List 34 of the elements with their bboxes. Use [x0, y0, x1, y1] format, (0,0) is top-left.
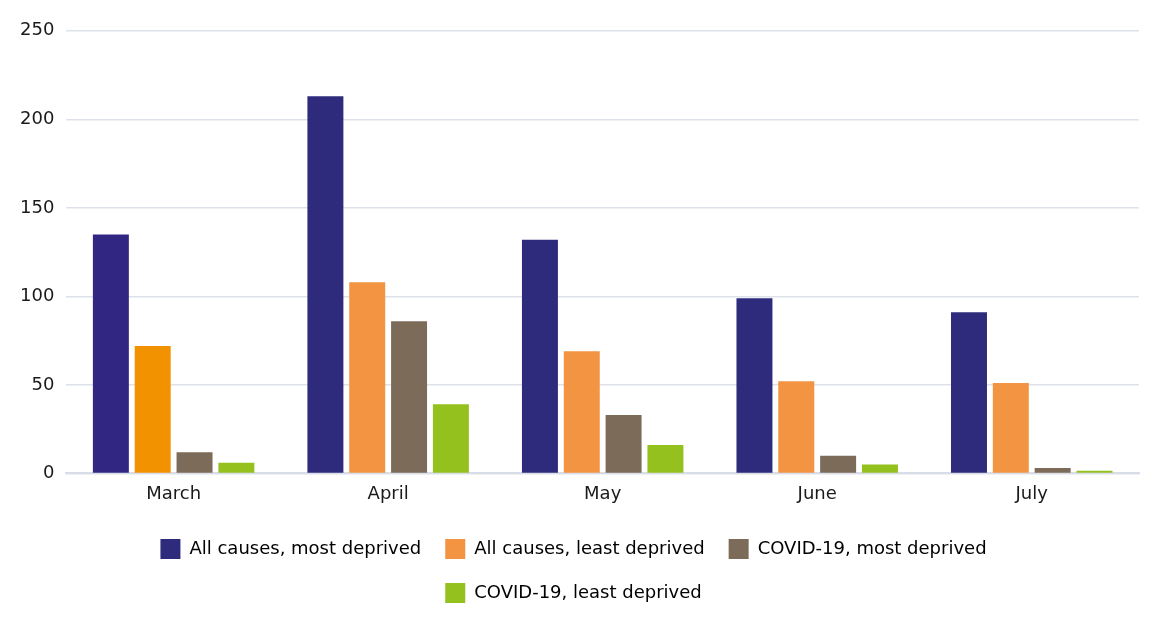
y-tick-label: 0 [42, 461, 55, 483]
bar [1034, 468, 1071, 473]
legend-label: All causes, least deprived [474, 536, 705, 558]
bar [563, 351, 600, 473]
x-tick-label: June [796, 481, 837, 503]
bar [134, 345, 171, 473]
bar [521, 239, 558, 473]
bar [736, 298, 773, 473]
x-tick-label: May [584, 481, 622, 503]
y-tick-label: 150 [20, 195, 55, 217]
bar [647, 445, 684, 473]
bar [861, 464, 898, 473]
bar [92, 234, 129, 473]
x-tick-label: April [367, 481, 409, 503]
bar [992, 383, 1029, 473]
y-tick-label: 250 [20, 18, 55, 40]
y-tick-label: 100 [20, 284, 55, 306]
bar [349, 282, 386, 473]
bar [951, 312, 987, 473]
bar [820, 455, 857, 473]
bar [307, 96, 344, 473]
bar [391, 321, 428, 473]
legend-label: COVID-19, most deprived [757, 536, 987, 558]
bar [218, 462, 255, 473]
y-tick-label: 50 [31, 372, 55, 394]
bar [605, 414, 642, 473]
legend-label: All causes, most deprived [189, 536, 422, 558]
y-tick-label: 200 [20, 106, 55, 128]
x-tick-label: March [146, 481, 202, 503]
x-tick-label: July [1014, 481, 1049, 503]
bar [176, 452, 213, 473]
bar [432, 404, 469, 473]
bar [778, 381, 815, 473]
legend-label: COVID-19, least deprived [474, 580, 702, 602]
